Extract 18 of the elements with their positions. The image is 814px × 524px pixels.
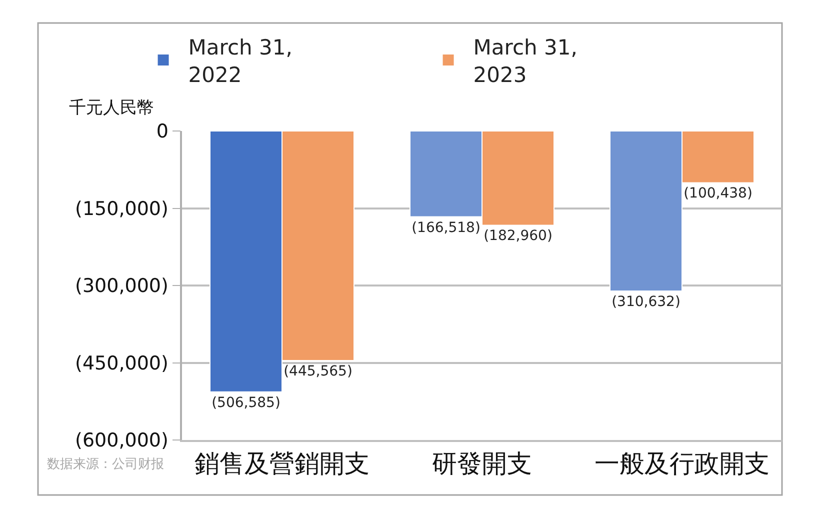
- x-tick-label: 銷售及營銷開支: [194, 448, 370, 478]
- y-tick-label: 0: [156, 120, 168, 143]
- y-tick-label: (600,000): [75, 430, 168, 452]
- data-label: (506,585): [212, 394, 280, 411]
- data-label: (310,632): [612, 294, 680, 310]
- x-tick-label: 研發開支: [432, 448, 532, 478]
- source-note: 数据来源：公司财报: [47, 457, 164, 472]
- x-tick-label: 一般及行政開支: [594, 448, 770, 478]
- y-tick-label: (300,000): [75, 275, 168, 298]
- data-label: (182,960): [484, 228, 552, 244]
- legend-label: March 31, 2022: [188, 36, 292, 87]
- data-label: (166,518): [412, 220, 480, 236]
- y-tick-label: (150,000): [75, 198, 168, 220]
- data-label: (100,438): [684, 186, 752, 202]
- data-label: (445,565): [284, 363, 352, 380]
- y-tick-label: (450,000): [75, 352, 168, 374]
- y-axis-title: 千元人民幣: [69, 98, 154, 118]
- legend-label: March 31, 2023: [473, 36, 578, 87]
